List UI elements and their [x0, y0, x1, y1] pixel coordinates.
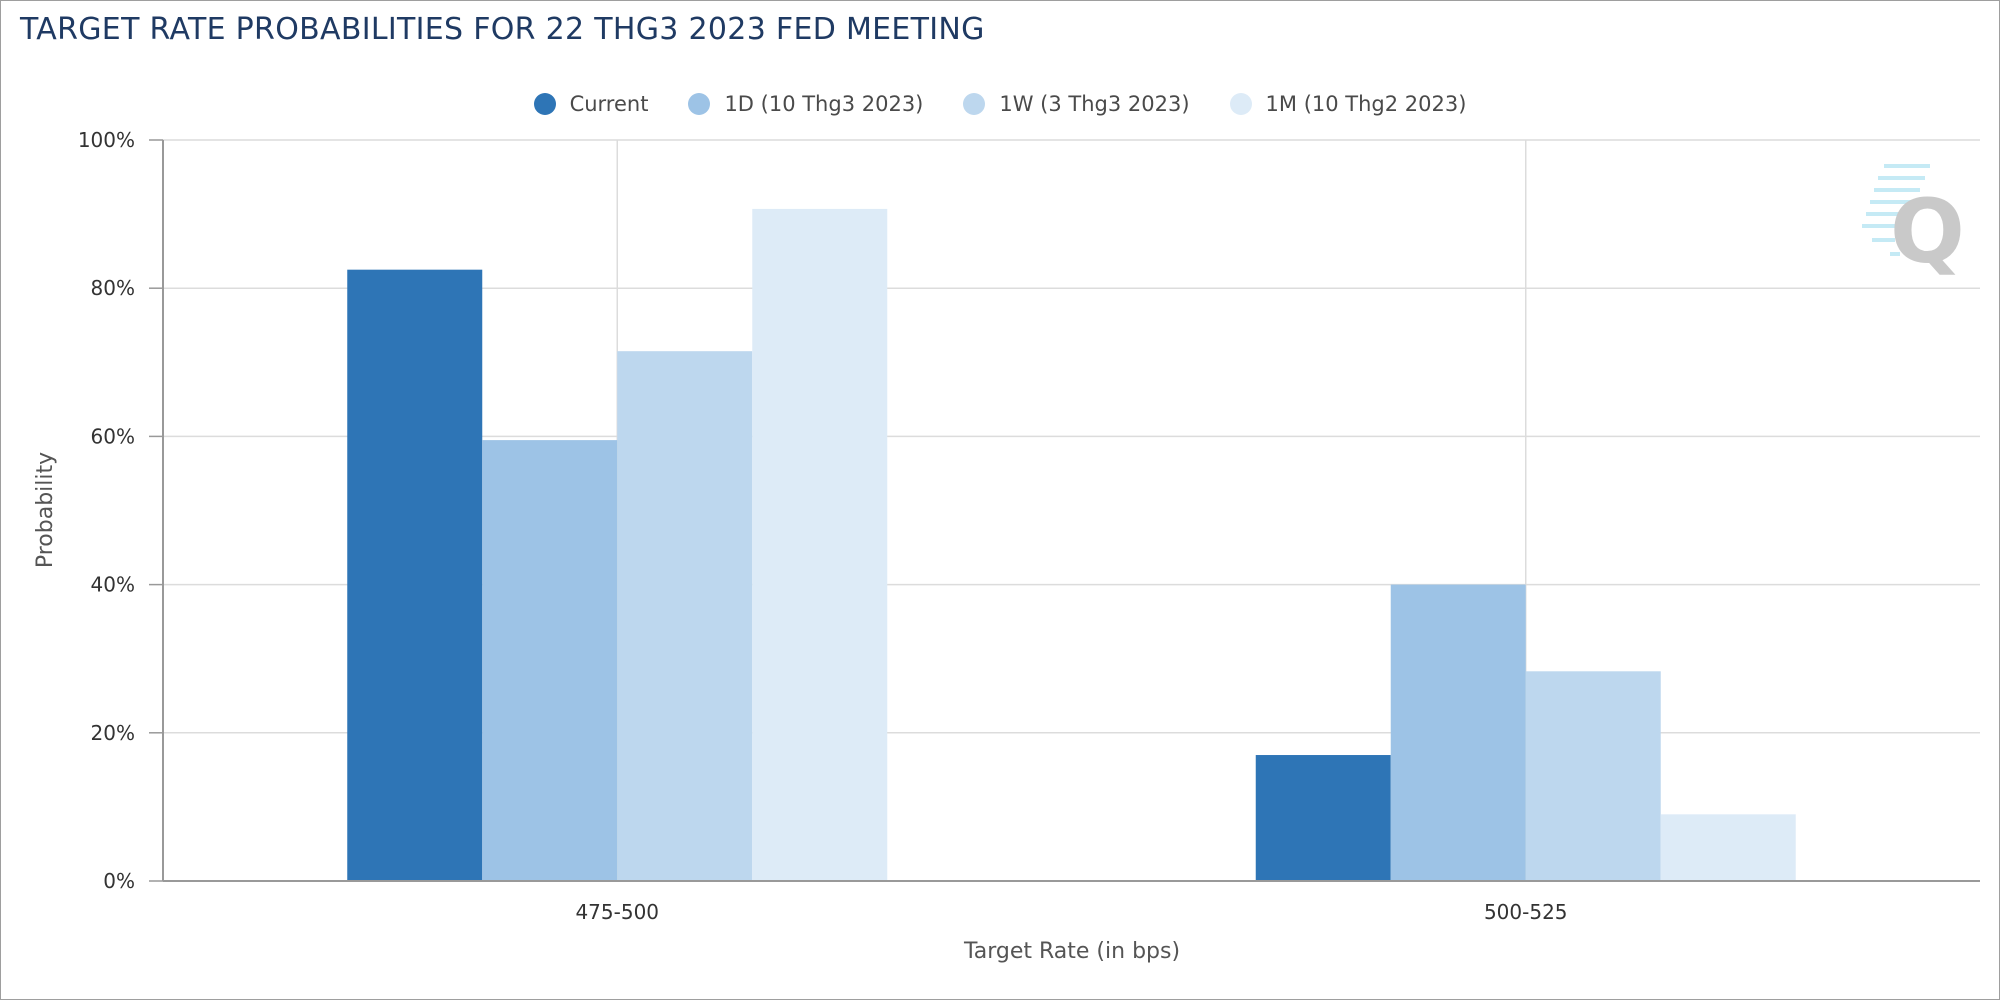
legend-swatch-icon — [688, 93, 711, 115]
chart-legend: Current 1D (10 Thg3 2023) 1W (3 Thg3 202… — [0, 88, 2000, 120]
bar-500-525-3[interactable] — [1660, 814, 1796, 881]
y-tick-label: 100% — [78, 128, 135, 152]
legend-label: 1D (10 Thg3 2023) — [724, 92, 924, 116]
bars-layer — [347, 208, 1796, 882]
watermark-logo: Q — [1862, 164, 1965, 283]
legend-label: Current — [569, 92, 649, 116]
svg-text:Q: Q — [1890, 180, 1965, 283]
legend-swatch-icon — [1229, 93, 1252, 115]
y-tick-label: 80% — [91, 276, 135, 300]
axes-layer: 0% 20% 40% 60% 80% 100% 475-500 500-525 — [78, 128, 1980, 924]
legend-item-1m[interactable]: 1M (10 Thg2 2023) — [1229, 92, 1467, 116]
bar-475-500-3[interactable] — [752, 208, 888, 882]
legend-label: 1W (3 Thg3 2023) — [999, 92, 1190, 116]
legend-swatch-icon — [963, 93, 986, 115]
legend-item-current[interactable]: Current — [533, 92, 649, 116]
bar-475-500-2[interactable] — [617, 351, 753, 881]
y-tick-label: 40% — [91, 573, 135, 597]
legend-item-1w[interactable]: 1W (3 Thg3 2023) — [963, 92, 1190, 116]
bar-500-525-2[interactable] — [1525, 671, 1661, 881]
legend-label: 1M (10 Thg2 2023) — [1265, 92, 1467, 116]
x-tick-label: 500-525 — [1484, 900, 1568, 924]
bar-475-500-0[interactable] — [347, 269, 483, 881]
y-axis-title: Probability — [33, 452, 58, 568]
x-axis-title: Target Rate (in bps) — [963, 939, 1180, 964]
y-tick-label: 60% — [91, 424, 135, 448]
bar-475-500-1[interactable] — [482, 440, 618, 881]
y-tick-label: 20% — [91, 721, 135, 745]
x-tick-label: 475-500 — [575, 900, 659, 924]
chart-title: TARGET RATE PROBABILITIES FOR 22 THG3 20… — [20, 12, 985, 47]
bar-500-525-1[interactable] — [1390, 584, 1526, 881]
y-tick-label: 0% — [103, 869, 135, 893]
bar-500-525-0[interactable] — [1255, 755, 1391, 881]
legend-swatch-icon — [533, 93, 556, 115]
legend-item-1d[interactable]: 1D (10 Thg3 2023) — [688, 92, 923, 116]
